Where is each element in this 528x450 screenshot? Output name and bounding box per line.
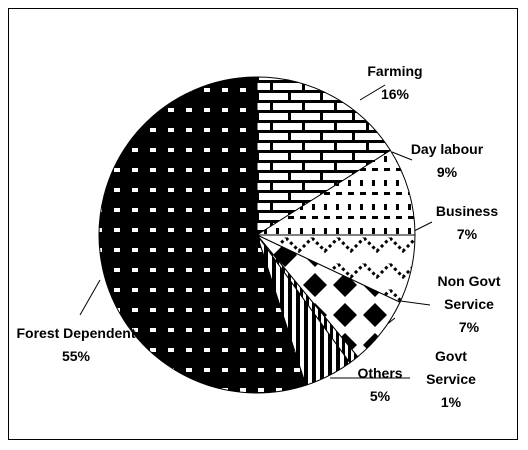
category-label: Business	[435, 203, 499, 219]
category-label: Non Govt Service	[437, 273, 501, 312]
category-label: Forest Dependent	[16, 325, 136, 341]
slice-label: Forest Dependent 55%	[16, 322, 136, 368]
slice-label: Govt Service 1%	[411, 345, 491, 414]
value-label: 7%	[458, 319, 480, 335]
slice-label: Day labour 9%	[387, 138, 507, 184]
value-label: 55%	[61, 348, 91, 364]
value-label: 1%	[440, 394, 462, 410]
slice-label: Non Govt Service 7%	[429, 270, 509, 339]
pie-slice	[255, 149, 416, 236]
value-label: 16%	[380, 86, 410, 102]
category-label: Day labour	[410, 141, 484, 157]
slice-label: Others 5%	[340, 362, 420, 408]
category-label: Others	[357, 365, 403, 381]
value-label: 5%	[369, 388, 391, 404]
slice-label: Farming 16%	[335, 60, 455, 106]
pie-slice	[256, 76, 392, 236]
chart-frame	[8, 8, 518, 440]
slice-label: Business 7%	[407, 200, 527, 246]
pie-slice	[98, 76, 307, 394]
value-label: 7%	[456, 226, 478, 242]
value-label: 9%	[436, 164, 458, 180]
category-label: Farming	[367, 63, 423, 79]
category-label: Govt Service	[426, 348, 476, 387]
